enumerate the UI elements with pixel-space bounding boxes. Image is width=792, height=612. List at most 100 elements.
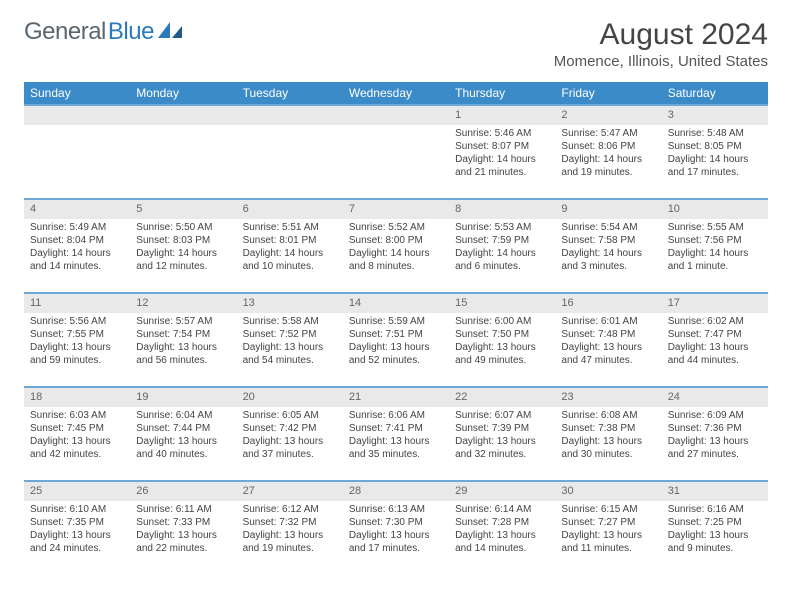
calendar-cell: 3Sunrise: 5:48 AMSunset: 8:05 PMDaylight… <box>662 105 768 199</box>
daylight-line: Daylight: 13 hours and 9 minutes. <box>668 529 762 555</box>
day-content: Sunrise: 5:55 AMSunset: 7:56 PMDaylight:… <box>662 219 768 277</box>
sunrise-line: Sunrise: 6:08 AM <box>561 409 655 422</box>
calendar-cell: 16Sunrise: 6:01 AMSunset: 7:48 PMDayligh… <box>555 293 661 387</box>
day-number: 9 <box>555 200 661 219</box>
weekday-header: Tuesday <box>237 82 343 105</box>
sunrise-line: Sunrise: 5:50 AM <box>136 221 230 234</box>
calendar-row: 18Sunrise: 6:03 AMSunset: 7:45 PMDayligh… <box>24 387 768 481</box>
calendar-row: 4Sunrise: 5:49 AMSunset: 8:04 PMDaylight… <box>24 199 768 293</box>
daylight-line: Daylight: 13 hours and 56 minutes. <box>136 341 230 367</box>
daylight-line: Daylight: 14 hours and 6 minutes. <box>455 247 549 273</box>
day-number: 20 <box>237 388 343 407</box>
daylight-line: Daylight: 13 hours and 44 minutes. <box>668 341 762 367</box>
sunset-line: Sunset: 7:42 PM <box>243 422 337 435</box>
sunrise-line: Sunrise: 5:57 AM <box>136 315 230 328</box>
calendar-cell: 2Sunrise: 5:47 AMSunset: 8:06 PMDaylight… <box>555 105 661 199</box>
sunrise-line: Sunrise: 6:14 AM <box>455 503 549 516</box>
day-content: Sunrise: 6:04 AMSunset: 7:44 PMDaylight:… <box>130 407 236 465</box>
sunset-line: Sunset: 8:03 PM <box>136 234 230 247</box>
calendar-cell: 15Sunrise: 6:00 AMSunset: 7:50 PMDayligh… <box>449 293 555 387</box>
day-number: 24 <box>662 388 768 407</box>
location: Momence, Illinois, United States <box>554 53 768 70</box>
sunset-line: Sunset: 7:35 PM <box>30 516 124 529</box>
daylight-line: Daylight: 13 hours and 22 minutes. <box>136 529 230 555</box>
day-content: Sunrise: 5:46 AMSunset: 8:07 PMDaylight:… <box>449 125 555 183</box>
calendar-cell: 18Sunrise: 6:03 AMSunset: 7:45 PMDayligh… <box>24 387 130 481</box>
calendar-cell: 8Sunrise: 5:53 AMSunset: 7:59 PMDaylight… <box>449 199 555 293</box>
daylight-line: Daylight: 13 hours and 11 minutes. <box>561 529 655 555</box>
day-number: 21 <box>343 388 449 407</box>
daylight-line: Daylight: 14 hours and 3 minutes. <box>561 247 655 273</box>
day-content: Sunrise: 5:57 AMSunset: 7:54 PMDaylight:… <box>130 313 236 371</box>
calendar-cell <box>343 105 449 199</box>
calendar-cell: 19Sunrise: 6:04 AMSunset: 7:44 PMDayligh… <box>130 387 236 481</box>
daylight-line: Daylight: 14 hours and 19 minutes. <box>561 153 655 179</box>
sunrise-line: Sunrise: 6:03 AM <box>30 409 124 422</box>
sunset-line: Sunset: 8:04 PM <box>30 234 124 247</box>
daylight-line: Daylight: 13 hours and 30 minutes. <box>561 435 655 461</box>
day-number: 22 <box>449 388 555 407</box>
day-number: 2 <box>555 106 661 125</box>
sunset-line: Sunset: 7:48 PM <box>561 328 655 341</box>
day-content: Sunrise: 5:49 AMSunset: 8:04 PMDaylight:… <box>24 219 130 277</box>
calendar-cell: 13Sunrise: 5:58 AMSunset: 7:52 PMDayligh… <box>237 293 343 387</box>
day-number: 18 <box>24 388 130 407</box>
logo-text-gray: General <box>24 18 106 46</box>
sunset-line: Sunset: 7:54 PM <box>136 328 230 341</box>
title-block: August 2024 Momence, Illinois, United St… <box>554 18 768 70</box>
day-content: Sunrise: 6:13 AMSunset: 7:30 PMDaylight:… <box>343 501 449 559</box>
month-title: August 2024 <box>554 18 768 51</box>
daylight-line: Daylight: 13 hours and 24 minutes. <box>30 529 124 555</box>
calendar-cell: 24Sunrise: 6:09 AMSunset: 7:36 PMDayligh… <box>662 387 768 481</box>
day-number: 7 <box>343 200 449 219</box>
day-content: Sunrise: 6:12 AMSunset: 7:32 PMDaylight:… <box>237 501 343 559</box>
day-content: Sunrise: 5:56 AMSunset: 7:55 PMDaylight:… <box>24 313 130 371</box>
daylight-line: Daylight: 13 hours and 19 minutes. <box>243 529 337 555</box>
daylight-line: Daylight: 14 hours and 10 minutes. <box>243 247 337 273</box>
sunrise-line: Sunrise: 6:13 AM <box>349 503 443 516</box>
daylight-line: Daylight: 13 hours and 54 minutes. <box>243 341 337 367</box>
calendar-cell <box>130 105 236 199</box>
day-content: Sunrise: 6:16 AMSunset: 7:25 PMDaylight:… <box>662 501 768 559</box>
sunrise-line: Sunrise: 5:51 AM <box>243 221 337 234</box>
day-number: 6 <box>237 200 343 219</box>
day-content: Sunrise: 5:52 AMSunset: 8:00 PMDaylight:… <box>343 219 449 277</box>
calendar-cell: 27Sunrise: 6:12 AMSunset: 7:32 PMDayligh… <box>237 481 343 574</box>
day-content: Sunrise: 5:47 AMSunset: 8:06 PMDaylight:… <box>555 125 661 183</box>
weekday-header: Thursday <box>449 82 555 105</box>
calendar-cell: 11Sunrise: 5:56 AMSunset: 7:55 PMDayligh… <box>24 293 130 387</box>
calendar-row: 1Sunrise: 5:46 AMSunset: 8:07 PMDaylight… <box>24 105 768 199</box>
sunset-line: Sunset: 7:39 PM <box>455 422 549 435</box>
sunrise-line: Sunrise: 6:15 AM <box>561 503 655 516</box>
day-content: Sunrise: 6:09 AMSunset: 7:36 PMDaylight:… <box>662 407 768 465</box>
calendar-cell <box>237 105 343 199</box>
day-number: 16 <box>555 294 661 313</box>
daylight-line: Daylight: 13 hours and 32 minutes. <box>455 435 549 461</box>
day-number: 5 <box>130 200 236 219</box>
sunrise-line: Sunrise: 6:04 AM <box>136 409 230 422</box>
weekday-header: Saturday <box>662 82 768 105</box>
day-number: 4 <box>24 200 130 219</box>
calendar-cell: 25Sunrise: 6:10 AMSunset: 7:35 PMDayligh… <box>24 481 130 574</box>
sunrise-line: Sunrise: 6:12 AM <box>243 503 337 516</box>
sunset-line: Sunset: 8:07 PM <box>455 140 549 153</box>
sunset-line: Sunset: 7:47 PM <box>668 328 762 341</box>
sunrise-line: Sunrise: 5:48 AM <box>668 127 762 140</box>
day-content: Sunrise: 6:02 AMSunset: 7:47 PMDaylight:… <box>662 313 768 371</box>
daylight-line: Daylight: 13 hours and 40 minutes. <box>136 435 230 461</box>
day-number: 15 <box>449 294 555 313</box>
day-content: Sunrise: 6:00 AMSunset: 7:50 PMDaylight:… <box>449 313 555 371</box>
sunset-line: Sunset: 7:56 PM <box>668 234 762 247</box>
day-content: Sunrise: 6:08 AMSunset: 7:38 PMDaylight:… <box>555 407 661 465</box>
daylight-line: Daylight: 13 hours and 14 minutes. <box>455 529 549 555</box>
sunset-line: Sunset: 7:50 PM <box>455 328 549 341</box>
day-content: Sunrise: 6:14 AMSunset: 7:28 PMDaylight:… <box>449 501 555 559</box>
sunrise-line: Sunrise: 6:10 AM <box>30 503 124 516</box>
day-number: 17 <box>662 294 768 313</box>
day-content: Sunrise: 6:06 AMSunset: 7:41 PMDaylight:… <box>343 407 449 465</box>
daylight-line: Daylight: 13 hours and 49 minutes. <box>455 341 549 367</box>
daylight-line: Daylight: 13 hours and 52 minutes. <box>349 341 443 367</box>
weekday-header: Sunday <box>24 82 130 105</box>
calendar-cell: 21Sunrise: 6:06 AMSunset: 7:41 PMDayligh… <box>343 387 449 481</box>
calendar-cell: 17Sunrise: 6:02 AMSunset: 7:47 PMDayligh… <box>662 293 768 387</box>
